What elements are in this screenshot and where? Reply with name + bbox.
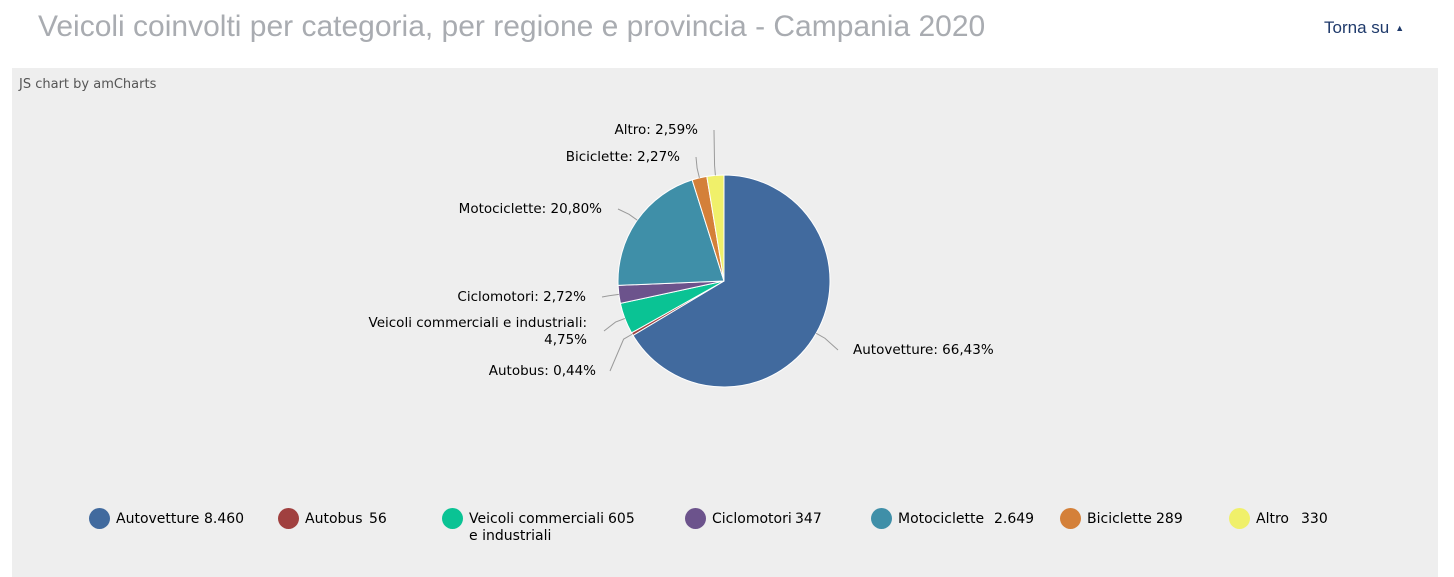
legend-label-1: Autobus bbox=[305, 511, 363, 527]
legend-label-3: Ciclomotori bbox=[712, 511, 792, 527]
back-to-top-label: Torna su bbox=[1324, 18, 1390, 37]
legend-marker-3 bbox=[685, 508, 706, 529]
slice-label-5: Biciclette: 2,27% bbox=[566, 149, 680, 165]
legend-value-2: 605 bbox=[608, 511, 635, 527]
legend-value-1: 56 bbox=[369, 511, 387, 527]
legend-marker-5 bbox=[1060, 508, 1081, 529]
legend-marker-4 bbox=[871, 508, 892, 529]
legend-marker-2 bbox=[442, 508, 463, 529]
leader-line-0 bbox=[815, 332, 839, 351]
legend-value-4: 2.649 bbox=[994, 511, 1035, 527]
leader-line-4 bbox=[617, 208, 638, 221]
legend-value-6: 330 bbox=[1301, 511, 1328, 527]
pie-slice-6[interactable] bbox=[706, 174, 725, 282]
legend-value-5: 289 bbox=[1156, 511, 1183, 527]
legend-label-5: Biciclette bbox=[1087, 511, 1152, 527]
slice-label-1: Autobus: 0,44% bbox=[489, 363, 596, 379]
chart-credit-link[interactable]: JS chart by amCharts bbox=[19, 77, 157, 92]
leader-line-6 bbox=[713, 129, 716, 176]
pie-slice-4[interactable] bbox=[617, 179, 725, 286]
back-to-top-link[interactable]: Torna su ▲ bbox=[1324, 18, 1404, 38]
leader-line-5 bbox=[695, 156, 700, 179]
legend-marker-0 bbox=[89, 508, 110, 529]
slice-label-6: Altro: 2,59% bbox=[614, 122, 698, 138]
legend-label-4: Motociclette bbox=[898, 511, 985, 527]
slice-label-0: Autovetture: 66,43% bbox=[853, 342, 994, 358]
slice-label-4: Motociclette: 20,80% bbox=[459, 201, 602, 217]
slice-label-2: Veicoli commerciali e industriali: 4,75% bbox=[369, 315, 588, 348]
legend-label-2: Veicoli commerciali e industriali bbox=[469, 511, 605, 544]
legend-label-6: Altro bbox=[1256, 511, 1289, 527]
chart-panel: JS chart by amCharts Autovetture: 66,43%… bbox=[12, 68, 1438, 577]
page-title: Veicoli coinvolti per categoria, per reg… bbox=[38, 10, 986, 43]
arrow-up-icon: ▲ bbox=[1395, 23, 1405, 33]
slice-label-3: Ciclomotori: 2,72% bbox=[457, 289, 586, 305]
pie-chart: Autovetture: 66,43% Autobus: 0,44% Veicoli… bbox=[369, 122, 994, 388]
leader-line-2 bbox=[603, 318, 626, 332]
legend-value-3: 347 bbox=[795, 511, 822, 527]
legend-value-0: 8.460 bbox=[204, 511, 245, 527]
legend-label-0: Autovetture bbox=[116, 511, 200, 527]
leader-line-1 bbox=[609, 333, 633, 372]
legend-marker-1 bbox=[278, 508, 299, 529]
legend-marker-6 bbox=[1229, 508, 1250, 529]
leader-line-3 bbox=[601, 293, 619, 298]
